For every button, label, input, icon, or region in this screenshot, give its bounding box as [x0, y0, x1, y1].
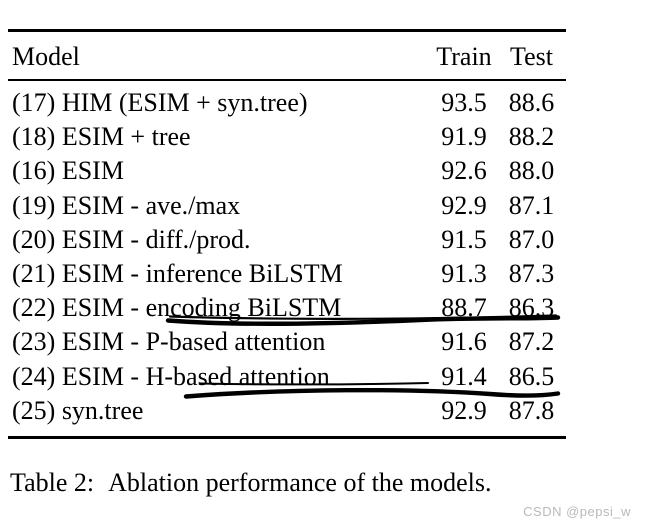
table-row: (19) ESIM - ave./max 92.9 87.1	[8, 189, 566, 223]
table-header-row: Model Train Test	[8, 38, 566, 76]
table-top-rule	[8, 29, 566, 32]
model-name: (21) ESIM - inference BiLSTM	[12, 258, 343, 288]
test-score: 88.2	[508, 122, 555, 152]
test-score: 87.0	[508, 224, 555, 254]
caption-label: Table 2:	[10, 468, 95, 497]
train-score: 88.7	[441, 293, 487, 323]
train-score: 92.6	[441, 156, 487, 186]
test-score: 88.0	[508, 156, 555, 186]
train-score: 91.9	[441, 122, 487, 152]
model-name: (23) ESIM - P-based attention	[12, 327, 326, 357]
train-score: 92.9	[441, 395, 487, 425]
header-train: Train	[436, 42, 492, 71]
test-score: 86.5	[508, 361, 555, 391]
train-score: 91.4	[441, 361, 487, 391]
test-score: 87.8	[508, 395, 555, 425]
train-score: 93.5	[441, 88, 487, 117]
header-test: Test	[510, 42, 553, 71]
test-score: 86.3	[508, 293, 555, 323]
table-row: (20) ESIM - diff./prod. 91.5 87.0	[8, 223, 566, 257]
model-name: (16) ESIM	[12, 156, 124, 186]
caption-text: Ablation performance of the models.	[108, 468, 492, 497]
test-score: 87.1	[508, 190, 555, 220]
model-name: (22) ESIM - encoding BiLSTM	[12, 293, 342, 323]
table-row: (22) ESIM - encoding BiLSTM 88.7 86.3	[8, 291, 566, 325]
table-rows: (17) HIM (ESIM + syn.tree) 93.5 88.6 (18…	[8, 86, 566, 428]
table-row: (25) syn.tree 92.9 87.8	[8, 394, 566, 428]
train-score: 91.6	[441, 327, 487, 357]
train-score: 91.5	[441, 224, 487, 254]
test-score: 87.3	[508, 258, 555, 288]
model-name: (25) syn.tree	[12, 395, 144, 425]
model-name: (19) ESIM - ave./max	[12, 190, 241, 220]
model-name: (18) ESIM + tree	[12, 122, 191, 152]
table-row: (16) ESIM 92.6 88.0	[8, 154, 566, 188]
train-score: 91.3	[441, 258, 487, 288]
table-row: (18) ESIM + tree 91.9 88.2	[8, 120, 566, 154]
model-name: (17) HIM (ESIM + syn.tree)	[12, 88, 308, 117]
train-score: 92.9	[441, 190, 487, 220]
table-bottom-rule	[8, 436, 566, 439]
table-row: (24) ESIM - H-based attention 91.4 86.5	[8, 360, 566, 394]
test-score: 87.2	[508, 327, 555, 357]
table-row: (23) ESIM - P-based attention 91.6 87.2	[8, 325, 566, 359]
table-header-rule	[8, 79, 566, 81]
table-row: (21) ESIM - inference BiLSTM 91.3 87.3	[8, 257, 566, 291]
model-name: (20) ESIM - diff./prod.	[12, 224, 251, 254]
model-name: (24) ESIM - H-based attention	[12, 361, 330, 391]
table-caption: Table 2: Ablation performance of the mode…	[10, 466, 630, 500]
header-model: Model	[12, 42, 80, 71]
watermark: CSDN @pepsi_w	[523, 504, 631, 519]
test-score: 88.6	[508, 88, 555, 117]
table-row: (17) HIM (ESIM + syn.tree) 93.5 88.6	[8, 86, 566, 120]
